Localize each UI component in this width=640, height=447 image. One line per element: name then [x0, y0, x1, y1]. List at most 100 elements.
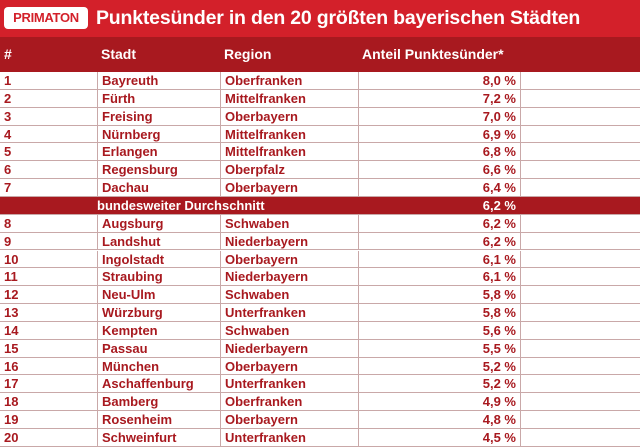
table-row: 1 Bayreuth Oberfranken 8,0 %: [0, 72, 640, 90]
cell-divider: [520, 72, 521, 89]
cell-divider: [520, 429, 521, 446]
cell: 7,2 %: [358, 89, 520, 107]
cell: Unterfranken: [220, 304, 358, 321]
cell-divider: [520, 339, 521, 357]
table-row: 11 Straubing Niederbayern 6,1 %: [0, 268, 640, 287]
cell-divider: [520, 89, 521, 107]
cell: Augsburg: [97, 214, 220, 232]
table-row: 7 Dachau Oberbayern 6,4 %: [0, 179, 640, 197]
cell: 8: [4, 215, 12, 231]
cell: 6,1 %: [358, 250, 520, 268]
cell: Fürth: [97, 89, 220, 107]
cell-divider: [520, 393, 521, 411]
cell: Schweinfurt: [97, 429, 220, 446]
cell: 7,0 %: [358, 107, 520, 125]
cell: Mittelfranken: [220, 143, 358, 161]
cell: Niederbayern: [220, 232, 358, 250]
cell: Kempten: [97, 321, 220, 339]
table-row: 16 München Oberbayern 5,2 %: [0, 357, 640, 376]
cell: 6: [4, 162, 12, 178]
cell: 6,1 %: [358, 268, 520, 286]
cell: 1: [4, 73, 12, 88]
cell: Niederbayern: [220, 339, 358, 357]
cell: 5,8 %: [358, 304, 520, 321]
cell-divider: [520, 143, 521, 161]
cell-divider: [520, 411, 521, 428]
table-row: 13 Würzburg Unterfranken 5,8 %: [0, 304, 640, 322]
table-row: 9 Landshut Niederbayern 6,2 %: [0, 232, 640, 251]
cell: 4: [4, 126, 12, 142]
table-row: 6 Regensburg Oberpfalz 6,6 %: [0, 161, 640, 180]
cell-divider: [520, 304, 521, 321]
cell: Bamberg: [97, 393, 220, 411]
cell: Oberbayern: [220, 411, 358, 428]
cell: Schwaben: [220, 321, 358, 339]
cell: Oberbayern: [220, 250, 358, 268]
cell: 13: [4, 305, 19, 321]
cell: 15: [4, 340, 19, 356]
cell: Oberfranken: [220, 393, 358, 411]
cell: 8,0 %: [358, 72, 520, 89]
cell-divider: [520, 179, 521, 196]
cell: Freising: [97, 107, 220, 125]
cell: Oberbayern: [220, 357, 358, 375]
cell-divider: [520, 232, 521, 250]
table-row: 3 Freising Oberbayern 7,0 %: [0, 107, 640, 126]
cell: 5,6 %: [358, 321, 520, 339]
cell: 6,4 %: [358, 179, 520, 196]
cell: Würzburg: [97, 304, 220, 321]
cell: Mittelfranken: [220, 89, 358, 107]
table-row: 4 Nürnberg Mittelfranken 6,9 %: [0, 125, 640, 144]
cell-divider: [520, 268, 521, 286]
cell: Bayreuth: [97, 72, 220, 89]
cell: Erlangen: [97, 143, 220, 161]
cell: 11: [4, 269, 18, 285]
cell: München: [97, 357, 220, 375]
cell: 5: [4, 144, 12, 160]
cell: 6,8 %: [358, 143, 520, 161]
cell: 4,8 %: [358, 411, 520, 428]
cell: Mittelfranken: [220, 125, 358, 143]
cell: Rosenheim: [97, 411, 220, 428]
table-row: 18 Bamberg Oberfranken 4,9 %: [0, 393, 640, 412]
cell: Oberbayern: [220, 179, 358, 196]
cell: Straubing: [97, 268, 220, 286]
cell-divider: [520, 107, 521, 125]
header-bar: PRIMATON Punktesünder in den 20 größten …: [0, 0, 640, 37]
column-header: Stadt: [101, 46, 136, 62]
cell: 4,5 %: [358, 429, 520, 446]
cell: Ingolstadt: [97, 250, 220, 268]
cell: 6,9 %: [358, 125, 520, 143]
cell-divider: [520, 286, 521, 304]
cell: Neu-Ulm: [97, 286, 220, 304]
cell: Unterfranken: [220, 429, 358, 446]
cell: Dachau: [97, 179, 220, 196]
cell: 2: [4, 90, 12, 106]
cell: Aschaffenburg: [97, 375, 220, 393]
cell: Schwaben: [220, 286, 358, 304]
cell: Landshut: [97, 232, 220, 250]
table-row: 8 Augsburg Schwaben 6,2 %: [0, 214, 640, 233]
cell: Niederbayern: [220, 268, 358, 286]
cell: 6,2 %: [358, 232, 520, 250]
header-row: # Stadt Region Anteil Punktesünder*: [0, 37, 640, 72]
table-row: 12 Neu-Ulm Schwaben 5,8 %: [0, 286, 640, 305]
cell: 17: [4, 376, 19, 392]
cell-divider: [520, 161, 521, 179]
average-label: bundesweiter Durchschnitt: [97, 197, 265, 213]
cell: 7: [4, 180, 12, 196]
cell-divider: [520, 214, 521, 232]
table-row: 14 Kempten Schwaben 5,6 %: [0, 321, 640, 340]
cell-divider: [520, 321, 521, 339]
table-row: 19 Rosenheim Oberbayern 4,8 %: [0, 411, 640, 429]
cell-divider: [520, 125, 521, 143]
column-header: Anteil Punktesünder*: [362, 46, 504, 62]
cell: Oberpfalz: [220, 161, 358, 179]
cell: 12: [4, 287, 19, 303]
cell: 5,2 %: [358, 375, 520, 393]
cell-divider: [520, 357, 521, 375]
cell: Passau: [97, 339, 220, 357]
average-row: bundesweiter Durchschnitt 6,2 %: [0, 196, 640, 215]
cell: 5,2 %: [358, 357, 520, 375]
